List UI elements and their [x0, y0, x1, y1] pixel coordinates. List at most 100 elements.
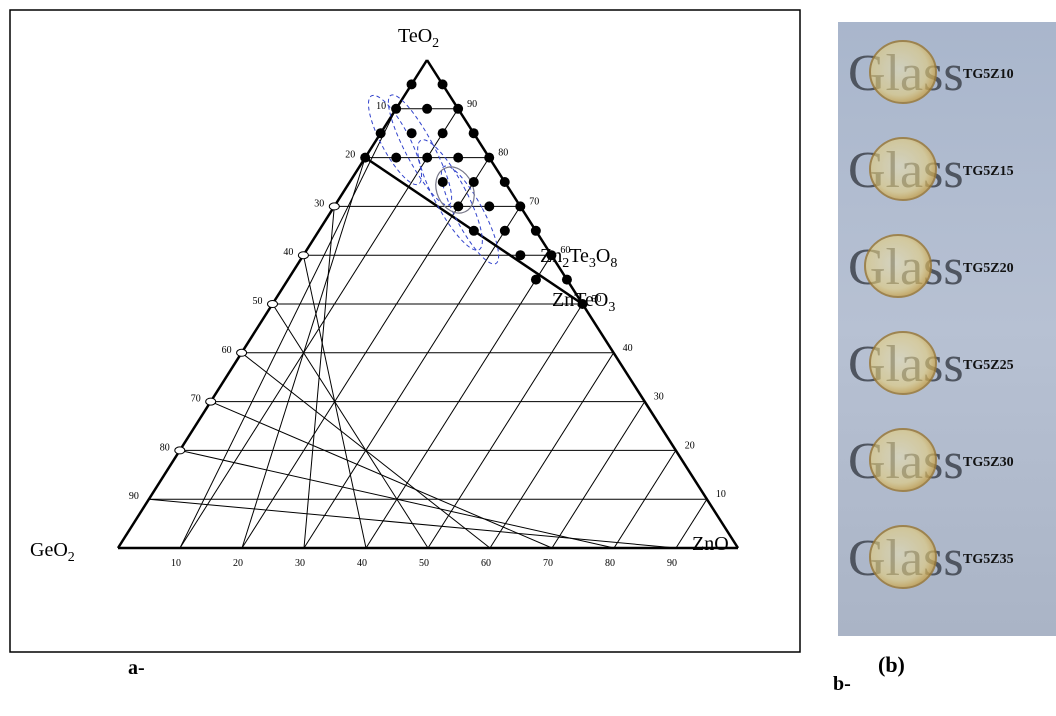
open-dot: [236, 348, 248, 357]
label-part: 3: [589, 256, 596, 271]
grid-line: [551, 401, 646, 549]
bottom-tick: 50: [419, 558, 429, 569]
composition-dot: [422, 152, 433, 163]
bottom-tick: 20: [233, 558, 243, 569]
left-tick: 90: [129, 491, 139, 502]
glass-disc: [869, 428, 937, 492]
label-part: 3: [608, 300, 615, 315]
highlight-circle: [435, 166, 475, 214]
left-tick: 20: [345, 150, 355, 161]
composition-dot: [391, 103, 402, 114]
grid-line: [489, 352, 615, 549]
right-tick: 30: [654, 392, 664, 403]
grid-line: [272, 303, 429, 549]
caption-a: a-: [128, 657, 145, 679]
glass-region: [440, 165, 500, 265]
composition-dot: [375, 128, 386, 139]
glass-disc: [869, 40, 937, 104]
composition-dot: [422, 103, 433, 114]
composition-dot: [468, 177, 479, 187]
composition-dot: [499, 225, 510, 236]
composition-dot: [406, 79, 417, 90]
right-tick: 80: [498, 148, 508, 159]
composition-dot: [437, 128, 448, 139]
title-b: (b): [878, 652, 905, 677]
vertex-label: TeO2: [398, 25, 439, 51]
right-tick: 50: [592, 294, 602, 305]
label-part: O: [596, 245, 610, 267]
bottom-tick: 60: [481, 558, 491, 569]
composition-dot: [468, 225, 479, 236]
caption-b: b-: [833, 673, 851, 695]
composition-dot: [515, 201, 526, 212]
sample-label: TG5Z10: [963, 67, 1014, 82]
right-tick: 10: [716, 489, 726, 500]
composition-dot: [499, 177, 510, 187]
open-dot: [297, 251, 309, 260]
composition-dot: [515, 250, 526, 261]
right-tick: 20: [685, 440, 695, 451]
label-part: Zn: [540, 245, 562, 267]
composition-dot: [484, 152, 495, 163]
photo: [838, 22, 1056, 636]
panel-frame: [9, 9, 801, 653]
open-dot: [174, 446, 186, 455]
left-tick: 30: [314, 198, 324, 209]
bottom-tick: 70: [543, 558, 553, 569]
sample-label: TG5Z25: [963, 358, 1014, 373]
right-tick: 40: [623, 343, 633, 354]
label-part: GeO: [30, 539, 68, 561]
composition-dot: [437, 79, 448, 90]
composition-dot: [453, 201, 464, 212]
grid-line: [675, 498, 708, 549]
composition-dot: [453, 152, 464, 163]
grid-line: [613, 450, 677, 549]
composition-dot: [360, 152, 371, 163]
vertex-label: Zn2Te3O8: [540, 245, 617, 271]
glass-region: [387, 94, 453, 206]
label-part: ZnTeO: [552, 289, 608, 311]
label-part: ZnO: [692, 533, 729, 555]
glass-region: [417, 139, 483, 251]
sample-label: TG5Z30: [963, 455, 1014, 470]
bottom-tick: 80: [605, 558, 615, 569]
right-tick: 70: [529, 196, 539, 207]
grid-line: [303, 206, 335, 549]
glass-disc: [864, 234, 932, 298]
grid-line: [302, 255, 367, 549]
label-part: 2: [68, 550, 75, 565]
glass-disc: [869, 525, 937, 589]
composition-dot: [561, 274, 572, 285]
composition-dot: [577, 299, 588, 309]
composition-dot: [468, 128, 479, 139]
bottom-tick: 10: [171, 558, 181, 569]
left-tick: 80: [160, 442, 170, 453]
vertex-label: ZnO: [692, 533, 729, 555]
open-dot: [267, 300, 278, 308]
left-tick: 70: [191, 394, 201, 405]
glass-disc: [869, 137, 937, 201]
grid-line: [303, 206, 521, 549]
left-tick: 60: [222, 345, 232, 356]
label-part: 8: [610, 256, 617, 271]
vertex-label: ZnTeO3: [552, 289, 615, 315]
composition-dot: [437, 177, 448, 187]
left-tick: 10: [376, 101, 386, 112]
photo-samples: GlassTG5Z10GlassTG5Z15GlassTG5Z20GlassTG…: [848, 40, 1014, 589]
vertex-label: GeO2: [30, 539, 75, 565]
grid-line: [427, 303, 583, 549]
composition-dot: [530, 225, 541, 236]
right-tick: 90: [467, 99, 477, 110]
composition-dot: [406, 128, 417, 139]
sample-label: TG5Z15: [963, 164, 1014, 179]
label-part: TeO: [398, 25, 432, 47]
label-part: 2: [432, 36, 439, 51]
label-part: Te: [569, 245, 589, 267]
sample-label: TG5Z35: [963, 552, 1014, 567]
composition-dot: [530, 274, 541, 285]
glass-disc: [869, 331, 937, 395]
label-part: 2: [562, 256, 569, 271]
bottom-tick: 30: [295, 558, 305, 569]
